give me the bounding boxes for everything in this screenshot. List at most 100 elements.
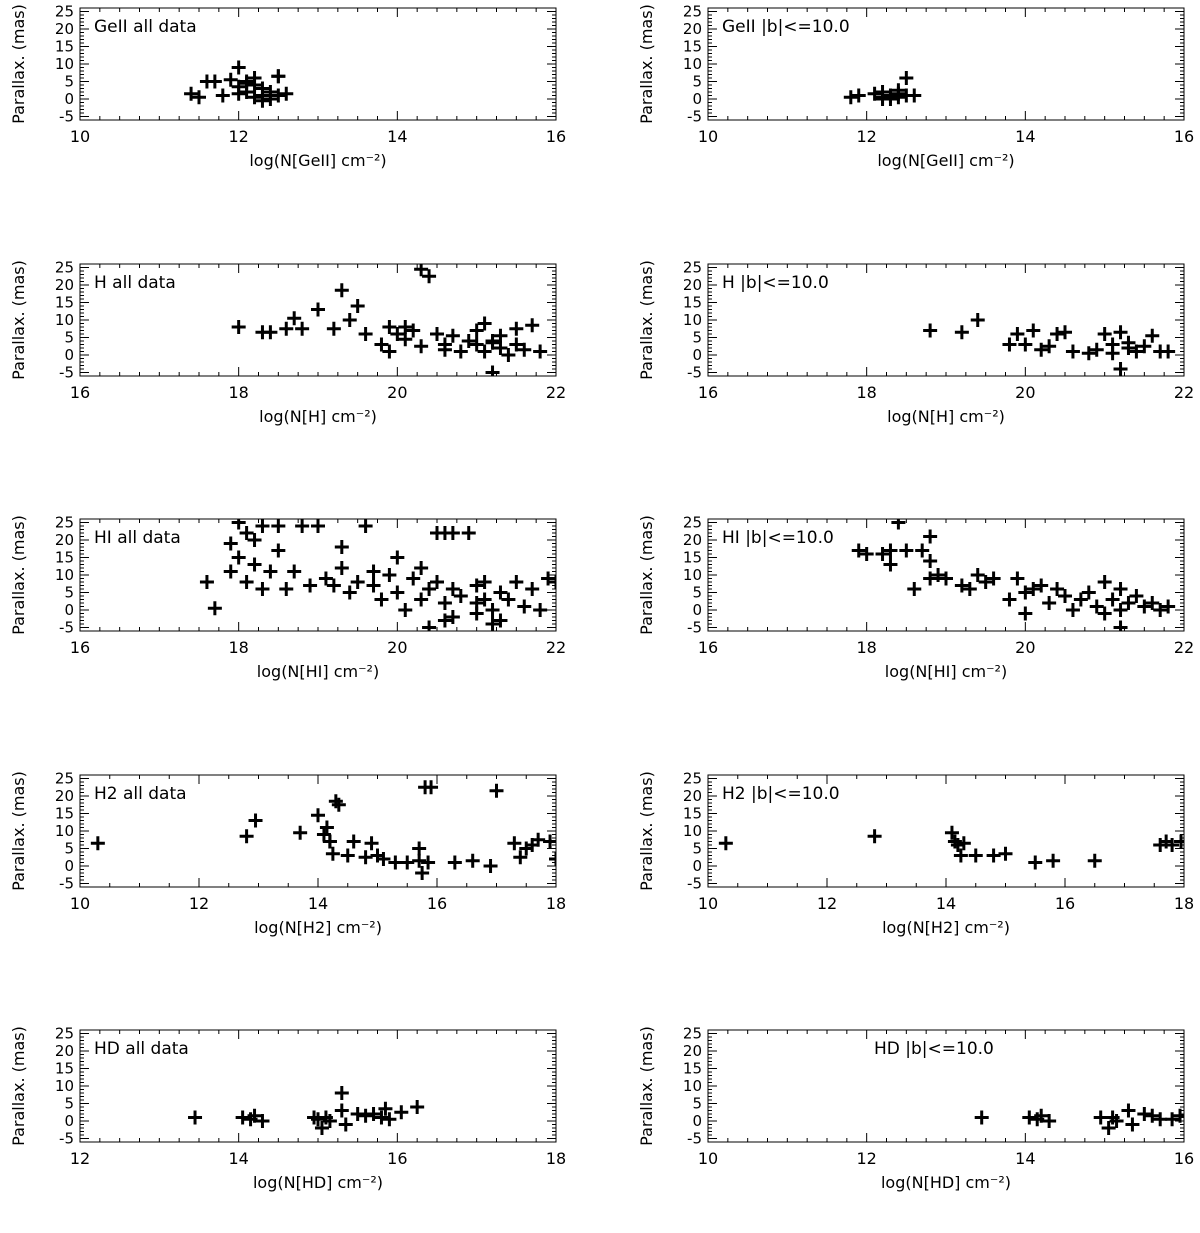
data-point [263,92,278,106]
data-point [1042,596,1057,610]
y-axis-label: Parallax. (mas) [637,260,656,380]
data-point [517,599,532,614]
y-tick-label: 25 [55,3,74,21]
y-tick-label: 0 [64,346,74,364]
data-point [414,264,429,277]
data-point [398,603,413,617]
data-point [453,344,468,359]
data-point [1022,1110,1037,1125]
data-point [469,578,484,593]
data-point [358,519,373,533]
data-point [378,1101,393,1116]
y-tick-label: 25 [55,1025,74,1043]
data-point [1165,838,1180,852]
x-tick-label: 12 [817,894,837,913]
data-point [358,1108,373,1123]
x-tick-label: 16 [387,1149,407,1168]
data-point [400,855,415,870]
data-point [437,613,452,628]
x-tick-label: 18 [1174,894,1194,913]
data-point [1101,1121,1116,1135]
data-point [247,71,262,85]
data-point [1093,1110,1108,1125]
data-point [263,325,278,340]
data-point [235,1110,250,1125]
y-tick-label: 10 [55,822,74,840]
data-point [517,342,532,357]
data-point [718,836,733,851]
data-point [422,269,437,284]
data-point [1026,582,1041,596]
data-point [1034,342,1049,357]
x-axis-label: log(N[H] cm⁻²) [887,407,1005,426]
x-tick-label: 20 [387,638,407,657]
x-tick-label: 10 [698,1149,718,1168]
data-point [998,846,1013,861]
data-point [1050,582,1065,596]
data-point [513,850,528,865]
data-point [295,321,310,336]
data-point [374,337,389,352]
data-point [485,365,500,376]
data-point [199,575,214,589]
x-tick-label: 20 [1015,383,1035,402]
y-tick-label: -5 [59,108,74,126]
data-point [334,1086,349,1100]
data-point [445,526,460,540]
data-point [1121,1103,1136,1118]
y-axis-label: Parallax. (mas) [637,1026,656,1146]
data-point [311,1112,325,1127]
data-point [390,585,405,600]
data-point [415,866,430,880]
data-point [1129,344,1144,359]
data-point [1161,344,1176,359]
data-point [382,320,397,334]
x-tick-label: 12 [70,1149,90,1168]
data-point [907,88,922,103]
y-tick-label: 15 [55,294,74,312]
data-point [406,571,421,586]
data-point [412,841,427,856]
y-tick-label: 20 [55,531,74,549]
x-axis-label: log(N[GeII] cm⁻²) [877,151,1014,170]
data-point [239,575,254,589]
data-point [215,88,230,103]
data-point [1105,337,1120,352]
panel-title: HI all data [94,528,181,548]
data-point [422,582,437,596]
data-point [1018,606,1033,621]
data-point [509,575,524,589]
y-tick-label: 20 [55,20,74,38]
data-point [334,283,349,298]
y-tick-label: 15 [55,805,74,823]
data-point [461,334,476,348]
y-axis-label: Parallax. (mas) [637,4,656,124]
data-point [1145,596,1160,610]
x-axis-label: log(N[HD] cm⁻²) [253,1173,383,1192]
data-point [350,299,365,313]
y-tick-label: 20 [683,1042,702,1060]
data-point [424,780,439,795]
x-tick-label: 18 [228,383,248,402]
x-axis-label: log(N[HD] cm⁻²) [881,1173,1011,1192]
data-point [231,519,246,530]
data-point [445,610,460,624]
data-point [477,316,492,331]
data-point [188,1110,203,1125]
y-tick-label: 25 [55,259,74,277]
data-point [489,783,504,798]
data-point [883,557,898,572]
data-point [311,302,325,317]
data-point [207,74,222,89]
y-tick-label: -5 [59,364,74,382]
data-point [223,72,238,87]
x-tick-label: 12 [856,127,876,146]
data-point [953,848,968,863]
data-point [525,318,540,333]
data-point [319,820,334,835]
y-tick-label: 15 [683,549,702,567]
data-series [199,519,556,631]
x-tick-label: 18 [856,383,876,402]
x-tick-label: 14 [228,1149,248,1168]
y-tick-label: 15 [55,549,74,567]
